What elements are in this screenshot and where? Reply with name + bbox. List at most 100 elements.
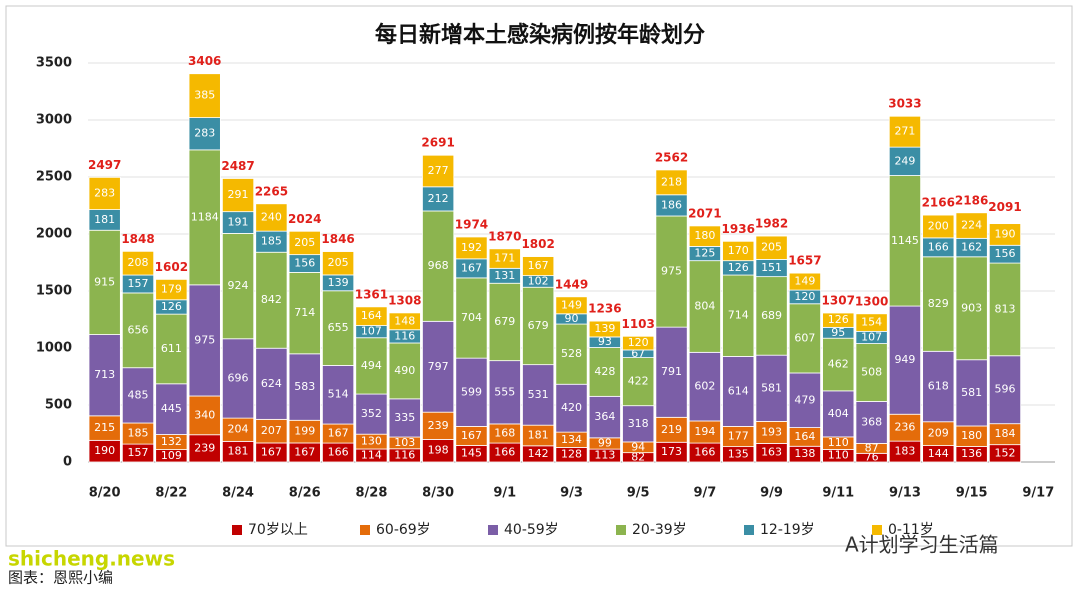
total-label: 2024 <box>288 212 321 226</box>
data-label: 340 <box>194 408 215 421</box>
data-label: 126 <box>728 261 749 274</box>
data-label: 114 <box>361 449 382 462</box>
data-label: 813 <box>994 302 1015 315</box>
total-label: 2265 <box>255 184 288 198</box>
bar-segment <box>688 225 721 247</box>
data-label: 485 <box>128 388 149 401</box>
total-label: 1657 <box>788 254 821 268</box>
data-label: 139 <box>594 322 615 335</box>
bar-segment <box>622 335 655 351</box>
bar-segment <box>555 296 588 315</box>
data-label: 157 <box>128 277 149 290</box>
bar-segment <box>755 354 788 422</box>
total-label: 2166 <box>922 196 955 210</box>
data-label: 602 <box>694 380 715 393</box>
data-label: 177 <box>728 430 749 443</box>
x-tick-label: 9/5 <box>627 486 650 501</box>
total-label: 2691 <box>421 136 454 150</box>
data-label: 138 <box>794 447 815 460</box>
bar-segment <box>788 372 821 428</box>
data-label: 181 <box>94 213 115 226</box>
bar-segment <box>688 351 721 422</box>
data-label: 975 <box>661 265 682 278</box>
data-label: 181 <box>228 445 249 458</box>
data-label: 154 <box>861 316 882 329</box>
data-label: 611 <box>161 342 182 355</box>
data-label: 239 <box>194 441 215 454</box>
bar-segment <box>655 169 688 196</box>
legend-label: 60-69岁 <box>376 522 431 538</box>
data-label: 924 <box>228 279 249 292</box>
total-label: 1846 <box>321 232 354 246</box>
bar-segment <box>455 277 488 359</box>
bar-segment <box>988 355 1022 425</box>
data-label: 167 <box>294 445 315 458</box>
data-label: 110 <box>828 436 849 449</box>
bar-segment <box>455 236 488 260</box>
data-label: 163 <box>761 446 782 459</box>
bar-segment <box>422 320 455 413</box>
data-label: 132 <box>161 435 182 448</box>
bar-segment <box>888 115 922 148</box>
bar-segment <box>722 356 755 427</box>
data-label: 87 <box>865 441 879 454</box>
x-tick-label: 9/15 <box>956 486 988 501</box>
bar-segment <box>355 337 388 395</box>
bar-segment <box>388 312 421 331</box>
data-label: 156 <box>994 247 1015 260</box>
data-label: 186 <box>661 198 682 211</box>
data-label: 422 <box>628 375 649 388</box>
data-label: 714 <box>294 306 315 319</box>
bar-segment <box>355 393 388 435</box>
bar-segment <box>355 306 388 326</box>
data-label: 624 <box>261 377 282 390</box>
data-label: 162 <box>961 241 982 254</box>
bar-segment <box>422 411 455 440</box>
bar-segment <box>655 326 688 418</box>
data-label: 184 <box>994 427 1015 440</box>
bar-segment <box>622 405 655 443</box>
data-label: 212 <box>428 192 449 205</box>
y-tick-label: 1000 <box>36 341 72 356</box>
data-label: 714 <box>728 309 749 322</box>
bar-segment <box>555 383 588 433</box>
data-label: 198 <box>428 444 449 457</box>
data-label: 494 <box>361 359 382 372</box>
y-tick-label: 2500 <box>36 170 72 185</box>
bar-segment <box>121 292 155 369</box>
total-label: 2186 <box>955 193 988 207</box>
legend-label: 40-59岁 <box>504 522 559 538</box>
bar-segment <box>288 272 321 355</box>
data-label: 903 <box>961 301 982 314</box>
data-label: 164 <box>361 309 382 322</box>
data-label: 125 <box>694 247 715 260</box>
data-label: 82 <box>631 450 645 463</box>
data-label: 599 <box>461 385 482 398</box>
data-label: 205 <box>761 241 782 254</box>
data-label: 126 <box>161 300 182 313</box>
total-label: 1307 <box>822 294 855 308</box>
x-tick-label: 9/13 <box>889 486 921 501</box>
data-label: 555 <box>494 385 515 398</box>
y-tick-label: 0 <box>63 455 72 470</box>
data-label: 192 <box>461 241 482 254</box>
bar-segment <box>955 212 988 239</box>
data-label: 335 <box>394 411 415 424</box>
data-label: 804 <box>694 300 715 313</box>
data-label: 368 <box>861 415 882 428</box>
data-label: 797 <box>428 360 449 373</box>
data-label: 205 <box>294 236 315 249</box>
data-label: 1184 <box>191 210 219 223</box>
data-label: 704 <box>461 311 482 324</box>
data-label: 180 <box>694 229 715 242</box>
bar-segment <box>221 178 255 213</box>
x-tick-label: 8/28 <box>355 486 387 501</box>
data-label: 428 <box>594 365 615 378</box>
data-label: 915 <box>94 275 115 288</box>
data-label: 126 <box>828 313 849 326</box>
data-label: 107 <box>361 325 382 338</box>
bar-segment <box>388 398 421 438</box>
legend-swatch <box>232 525 242 535</box>
data-label: 236 <box>894 421 915 434</box>
data-label: 144 <box>928 447 949 460</box>
